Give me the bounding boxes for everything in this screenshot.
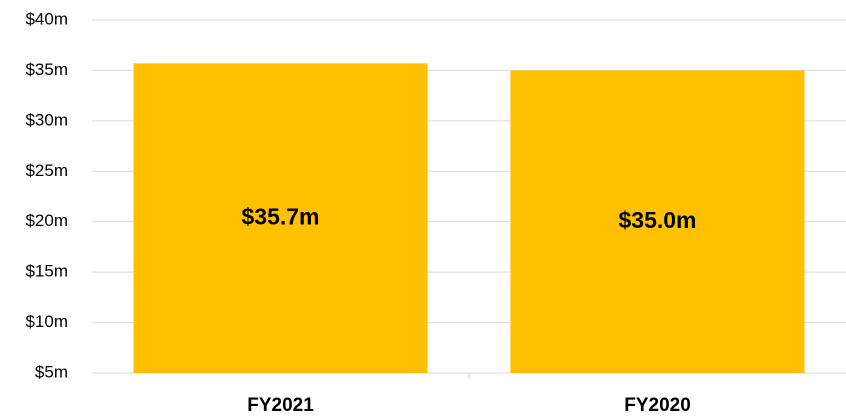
y-tick-label: $30m [25, 110, 68, 129]
y-tick-label: $40m [25, 9, 68, 28]
x-tick-label: FY2021 [247, 395, 314, 416]
y-tick-label: $10m [25, 312, 68, 331]
y-tick-label: $20m [25, 211, 68, 230]
value-label: $35.7m [241, 203, 319, 229]
x-tick-label: FY2020 [624, 395, 691, 416]
y-tick-label: $25m [25, 161, 68, 180]
bar [510, 70, 805, 373]
y-tick-label: $35m [25, 60, 68, 79]
y-tick-label: $15m [25, 262, 68, 281]
y-tick-label: $5m [35, 362, 68, 381]
value-label: $35.0m [618, 207, 696, 233]
bar [133, 63, 428, 374]
